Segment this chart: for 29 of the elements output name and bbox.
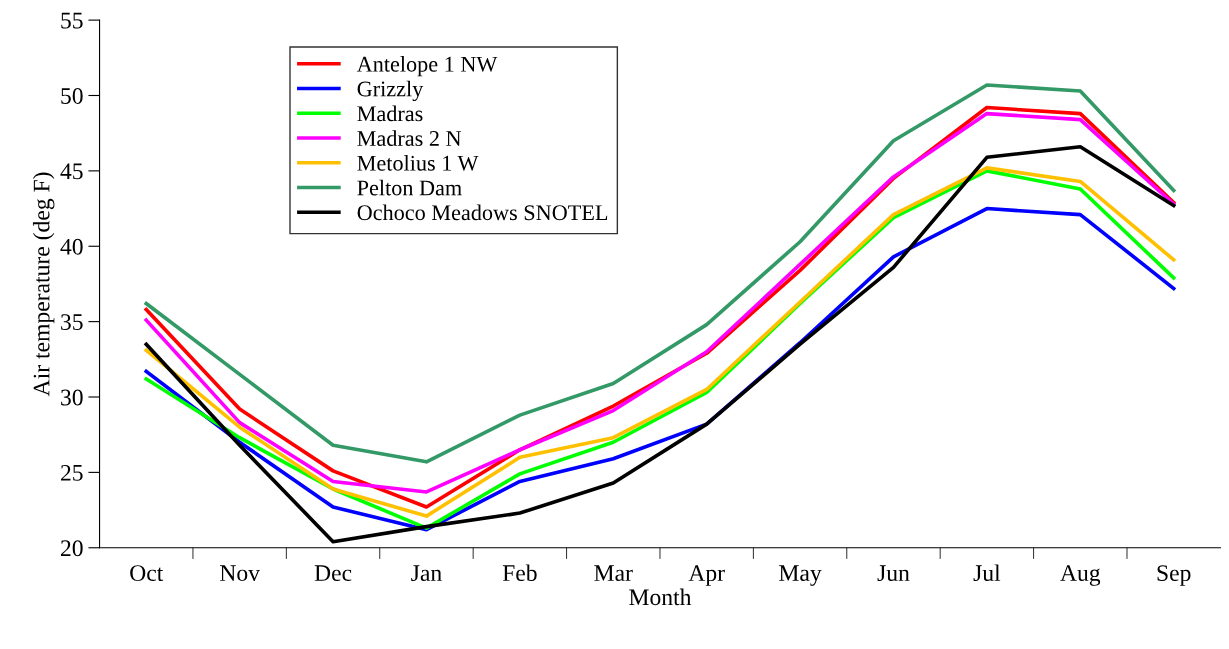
x-tick-label: Dec <box>314 565 352 582</box>
x-axis-title: Month <box>629 588 692 606</box>
legend-label: Grizzly <box>357 80 424 102</box>
x-tick-label: Oct <box>130 565 164 582</box>
x-tick-label: Mar <box>594 565 633 582</box>
y-tick-label: 25 <box>61 464 83 481</box>
x-tick-label: Jun <box>877 565 910 582</box>
y-tick-label: 30 <box>61 389 83 406</box>
x-tick-label: May <box>779 565 822 586</box>
y-tick-label: 35 <box>61 314 83 331</box>
legend-label: Madras <box>357 105 423 122</box>
x-tick-label: Jan <box>411 565 442 582</box>
x-tick-label: Apr <box>688 565 725 586</box>
y-axis-title: Air temperature (deg F) <box>32 172 55 397</box>
x-tick-label: Feb <box>502 564 537 582</box>
y-tick-label: 50 <box>61 87 83 104</box>
x-tick-label: Jul <box>973 564 1001 582</box>
y-tick-label: 40 <box>60 238 83 255</box>
x-tick-label: Aug <box>1060 565 1101 586</box>
y-tick-label: 20 <box>61 540 83 557</box>
y-tick-label: 55 <box>61 12 83 29</box>
legend-label: Antelope 1 NW <box>356 56 498 77</box>
x-tick-label: Nov <box>220 565 260 582</box>
legend-label: Metolius 1 W <box>357 155 479 171</box>
legend-label: Ochoco Meadows SNOTEL <box>357 204 608 221</box>
y-tick-label: 45 <box>60 163 83 180</box>
legend-label: Pelton Dam <box>357 179 462 196</box>
legend-label: Madras 2 N <box>357 130 462 146</box>
x-tick-label: Sep <box>1157 565 1191 586</box>
